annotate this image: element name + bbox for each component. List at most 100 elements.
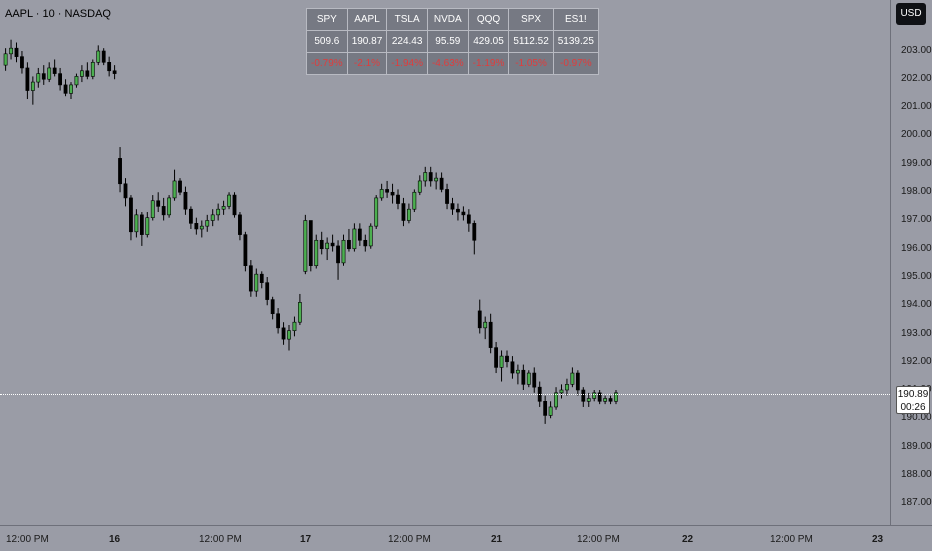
candle xyxy=(161,197,166,221)
candle-body xyxy=(308,220,313,267)
candle-body xyxy=(205,220,210,227)
candle xyxy=(221,200,226,215)
candle xyxy=(385,180,390,198)
currency-button[interactable]: USD xyxy=(896,3,926,25)
candle-body xyxy=(401,203,406,221)
candle-body xyxy=(445,189,449,204)
candle-body xyxy=(107,61,112,72)
candle-body xyxy=(90,61,95,77)
candle-body xyxy=(532,372,537,388)
candle-body xyxy=(357,228,362,241)
candle xyxy=(118,147,122,193)
candle-body xyxy=(221,206,226,210)
candle-body xyxy=(499,355,504,368)
candle xyxy=(172,169,177,201)
candle xyxy=(374,195,379,229)
candle xyxy=(428,166,433,187)
quote-price: 224.43 xyxy=(386,30,428,53)
candle xyxy=(178,178,182,196)
candle xyxy=(156,192,161,213)
candle-body xyxy=(189,208,193,224)
candle-body xyxy=(150,200,155,218)
quote-symbol-row: SPY AAPL TSLA NVDA QQQ SPX ES1! xyxy=(306,8,599,31)
candle-body xyxy=(259,273,264,283)
symbol-title[interactable]: AAPL · 10 · NASDAQ xyxy=(5,8,111,20)
candle xyxy=(248,260,253,297)
candle xyxy=(41,65,46,85)
candle xyxy=(63,79,68,97)
quote-price: 5112.52 xyxy=(508,30,554,53)
time-tick-label: 17 xyxy=(300,534,312,545)
candle xyxy=(554,387,558,410)
candle-body xyxy=(565,384,569,391)
candle xyxy=(368,223,373,249)
candle xyxy=(483,316,488,340)
candle-body xyxy=(265,282,270,300)
candle xyxy=(488,313,493,354)
candle-body xyxy=(581,389,586,402)
candle-body xyxy=(270,299,275,315)
price-tick-label: 196.00 xyxy=(901,243,932,254)
candle-body xyxy=(330,242,335,247)
candle-body xyxy=(379,189,384,199)
candle xyxy=(254,268,259,297)
candle xyxy=(101,48,106,66)
candle xyxy=(450,197,455,215)
candle xyxy=(352,223,357,252)
candle xyxy=(543,395,548,424)
candle xyxy=(74,73,79,88)
candle-body xyxy=(548,406,553,416)
candle-body xyxy=(477,310,482,329)
candle xyxy=(586,392,591,407)
quote-symbol: AAPL xyxy=(346,8,388,31)
candle-body xyxy=(139,214,144,235)
candle-body xyxy=(363,239,368,247)
candle-body xyxy=(227,194,231,207)
candle-body xyxy=(412,191,417,210)
candle-body xyxy=(112,70,117,74)
time-axis[interactable]: 12:00 PM 16 12:00 PM 17 12:00 PM 21 12:00 PM 22… xyxy=(0,525,932,551)
candle-body xyxy=(156,200,161,207)
candle-body xyxy=(238,214,242,235)
candle xyxy=(505,350,509,368)
candle xyxy=(36,67,41,88)
candle-body xyxy=(526,372,531,385)
candle-body xyxy=(123,183,128,199)
candle-body xyxy=(592,392,597,399)
candle-body xyxy=(74,76,79,86)
candle xyxy=(603,395,608,405)
candle-body xyxy=(614,392,618,402)
candle xyxy=(129,195,133,241)
candle xyxy=(532,367,537,393)
candle xyxy=(292,316,297,337)
quote-price: 509.6 xyxy=(306,30,348,53)
candle xyxy=(423,166,428,187)
candle-body xyxy=(608,398,613,402)
candle-body xyxy=(466,214,471,224)
price-tick-label: 192.00 xyxy=(901,356,932,367)
time-tick-label: 23 xyxy=(872,534,884,545)
candle-body xyxy=(178,180,182,193)
candle xyxy=(199,220,204,238)
price-tick-label: 194.00 xyxy=(901,299,932,310)
candle xyxy=(287,325,291,351)
candle xyxy=(325,237,330,261)
price-axis[interactable]: 203.00 202.00 201.00 200.00 199.00 198.00 197.… xyxy=(890,0,932,525)
candle xyxy=(30,76,35,105)
candle xyxy=(134,209,139,238)
candlestick-chart xyxy=(3,39,618,424)
candle xyxy=(297,293,302,326)
candle xyxy=(548,401,553,419)
candle-body xyxy=(41,73,46,80)
chart-plot-area[interactable] xyxy=(0,0,890,525)
quote-table: SPY AAPL TSLA NVDA QQQ SPX ES1! 509.6 190.87 224… xyxy=(306,8,599,75)
candle-body xyxy=(374,197,379,227)
candle-body xyxy=(248,265,253,292)
candle xyxy=(243,231,248,272)
candle-body xyxy=(25,67,30,91)
candle-body xyxy=(183,191,188,210)
candle-body xyxy=(456,208,460,213)
candle-body xyxy=(243,234,248,267)
candle-body xyxy=(20,56,24,69)
candle xyxy=(456,203,460,221)
